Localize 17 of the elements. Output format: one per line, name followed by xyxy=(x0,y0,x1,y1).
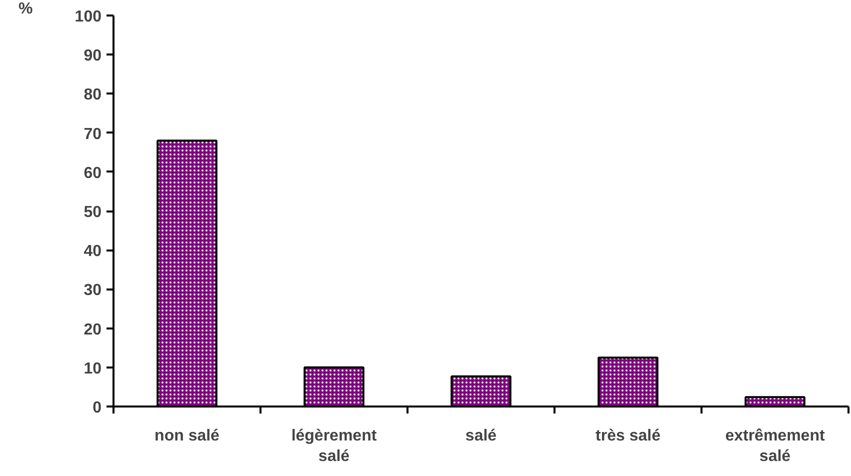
y-tick-label: 60 xyxy=(84,164,102,182)
y-tick-label: 100 xyxy=(74,8,102,26)
y-tick-label: 30 xyxy=(84,282,102,300)
y-tick-label: 90 xyxy=(84,48,102,65)
y-axis-title: % xyxy=(18,0,33,18)
y-tick-label: 20 xyxy=(84,321,102,338)
y-tick-label: 10 xyxy=(84,360,102,378)
y-tick-label: 70 xyxy=(84,126,102,143)
y-tick-label: 50 xyxy=(84,204,102,221)
x-tick-label: légèrement salé xyxy=(291,428,378,465)
x-tick-label: non salé xyxy=(154,428,220,444)
x-tick-label: salé xyxy=(465,428,497,444)
y-tick-label: 0 xyxy=(92,400,102,416)
x-tick-label: très salé xyxy=(596,428,661,444)
y-tick-label: 80 xyxy=(84,86,102,104)
y-tick-label: 40 xyxy=(84,243,102,260)
x-tick-label: extrêmement salé xyxy=(725,428,826,465)
